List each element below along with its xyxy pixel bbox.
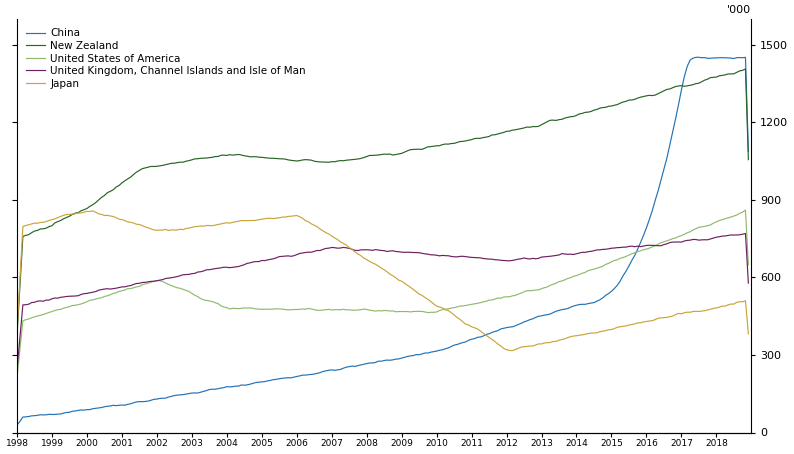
Line: Japan: Japan [17,211,749,350]
China [744,149,754,154]
China [525,317,534,322]
China [592,299,602,304]
New Zealand [27,230,37,236]
Line: China: China [17,57,749,425]
United Kingdom, Channel Islands and Isle of Man [479,256,488,261]
Line: United Kingdom, Channel Islands and Isle of Man: United Kingdom, Channel Islands and Isle… [17,233,749,369]
Legend: China, New Zealand, United States of America, United Kingdom, Channel Islands an: China, New Zealand, United States of Ame… [22,24,310,93]
Japan [598,329,607,334]
Japan [744,331,754,336]
United Kingdom, Channel Islands and Isle of Man [727,232,736,238]
New Zealand [592,107,602,112]
China [27,413,37,419]
United States of America [741,207,750,213]
New Zealand [741,66,750,72]
Line: United States of America: United States of America [17,210,749,377]
United Kingdom, Channel Islands and Isle of Man [741,231,750,236]
United States of America [27,315,37,321]
United States of America [479,299,488,305]
United States of America [12,374,21,380]
Japan [27,221,37,227]
Japan [12,327,21,333]
China [694,54,703,60]
United Kingdom, Channel Islands and Isle of Man [525,256,534,262]
United Kingdom, Channel Islands and Isle of Man [12,366,21,371]
Japan [233,218,243,224]
Line: New Zealand: New Zealand [17,69,749,334]
China [231,384,241,389]
New Zealand [479,135,488,140]
Text: '000: '000 [727,5,751,15]
New Zealand [727,71,736,77]
United Kingdom, Channel Islands and Isle of Man [27,300,37,305]
United Kingdom, Channel Islands and Isle of Man [592,247,602,252]
Japan [88,208,98,213]
Japan [732,300,742,305]
United States of America [592,266,602,271]
China [479,333,488,339]
Japan [507,348,517,353]
United States of America [525,288,534,293]
New Zealand [12,331,21,337]
United Kingdom, Channel Islands and Isle of Man [231,264,241,270]
United States of America [231,306,241,311]
China [12,423,21,428]
New Zealand [744,157,754,163]
New Zealand [231,152,241,158]
China [729,56,738,61]
United States of America [727,214,736,220]
Japan [481,333,491,338]
United States of America [744,262,754,267]
New Zealand [525,124,534,130]
Japan [531,342,541,348]
United Kingdom, Channel Islands and Isle of Man [744,281,754,286]
